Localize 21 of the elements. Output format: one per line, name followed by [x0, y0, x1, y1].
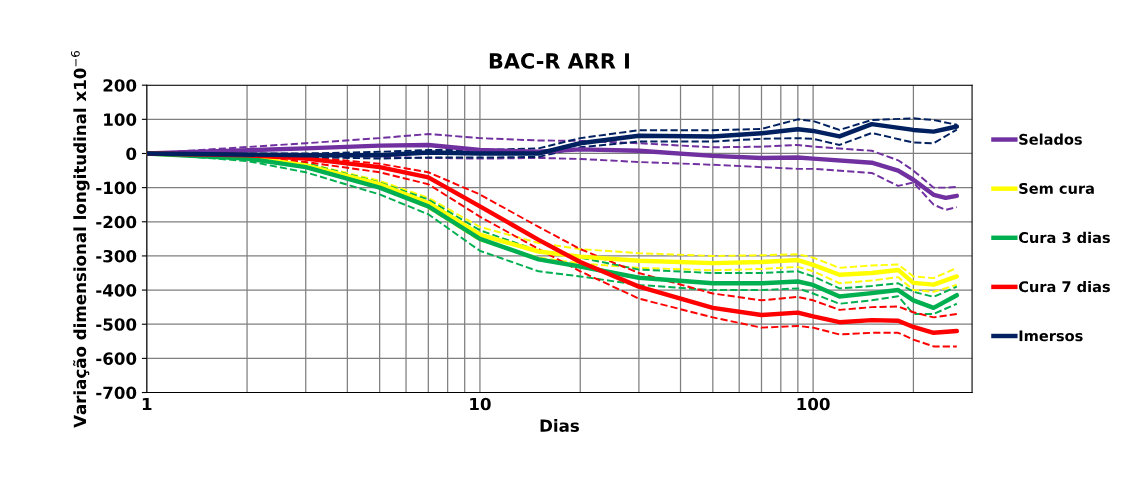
- y-tick-label: 0: [126, 147, 137, 161]
- y-tick-label: -600: [96, 352, 137, 365]
- legend-label: Imersos: [1019, 330, 1083, 342]
- x-tick-label: 10: [470, 397, 491, 411]
- chart-title: BAC-R ARR I: [489, 53, 629, 69]
- y-tick-label: 200: [103, 79, 137, 92]
- y-tick-label: -300: [96, 249, 137, 263]
- x-tick-label: 1: [142, 397, 152, 411]
- y-tick-label: -200: [96, 215, 137, 229]
- y-tick-label: -400: [96, 284, 137, 297]
- legend-label: Cura 3 dias: [1018, 231, 1110, 244]
- y-tick-label: -100: [96, 181, 137, 195]
- legend-label: Cura 7 dias: [1018, 280, 1110, 293]
- y-tick-label: -700: [96, 386, 137, 400]
- y-tick-label: -500: [96, 318, 137, 331]
- y-axis-title: Variação dimensional longitudinal x10$^{−6}$: [70, 51, 90, 428]
- x-tick-label: 100: [797, 397, 830, 411]
- legend-label: Sem cura: [1019, 182, 1094, 194]
- y-tick-label: 100: [104, 113, 137, 126]
- legend-label: Selados: [1019, 133, 1082, 145]
- x-axis-title: Dias: [540, 419, 579, 432]
